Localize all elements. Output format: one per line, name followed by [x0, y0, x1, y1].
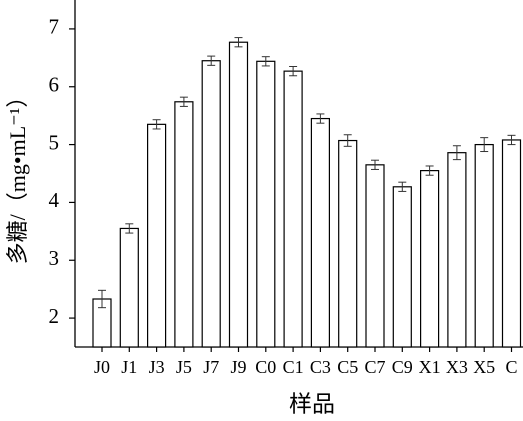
x-tick-label: J5	[176, 357, 192, 377]
bar	[501, 139, 522, 348]
error-bar	[371, 159, 379, 170]
bar	[310, 117, 330, 348]
bar	[447, 152, 467, 348]
x-tick-label: J7	[203, 357, 219, 377]
error-bar	[507, 134, 516, 146]
bar	[256, 60, 276, 348]
y-tick-label: 6	[49, 73, 60, 97]
error-bar	[343, 134, 352, 147]
y-tick-label: 4	[49, 188, 60, 212]
x-tick-label: J3	[149, 357, 165, 377]
error-bar	[207, 55, 216, 66]
bar	[119, 227, 139, 348]
bar	[174, 101, 194, 348]
error-bar	[125, 223, 134, 234]
y-tick-label: 2	[49, 304, 60, 328]
x-tick-label: C	[505, 357, 517, 377]
error-bar	[289, 66, 298, 77]
x-tick-label: C1	[283, 357, 304, 377]
bar	[392, 186, 412, 348]
x-tick-label: J1	[121, 357, 137, 377]
error-bar	[452, 145, 461, 161]
y-tick-label: 7	[49, 15, 60, 39]
bar	[338, 139, 358, 348]
bar	[283, 70, 303, 348]
error-bar	[261, 56, 270, 67]
bar	[201, 60, 221, 348]
x-tick-label: C5	[337, 357, 358, 377]
x-tick-label: X5	[473, 357, 495, 377]
error-bar	[234, 37, 243, 48]
x-tick-label: C3	[310, 357, 331, 377]
y-tick-label: 3	[49, 246, 60, 270]
x-tick-label: J9	[230, 357, 246, 377]
x-tick-label: C9	[392, 357, 413, 377]
y-axis-label: 多糖/（mg•mL⁻¹）	[5, 86, 30, 265]
x-tick-label: J0	[94, 357, 110, 377]
bar	[365, 164, 385, 348]
error-bar	[398, 181, 407, 192]
error-bar	[316, 113, 325, 124]
y-tick-label: 5	[49, 130, 60, 154]
bar	[228, 41, 249, 348]
x-tick-label: C7	[364, 357, 385, 377]
x-tick-label: X3	[446, 357, 468, 377]
error-bar	[179, 96, 188, 107]
error-bar	[480, 137, 489, 153]
x-tick-label: X1	[419, 357, 441, 377]
bar	[420, 170, 440, 348]
bar	[147, 123, 167, 348]
x-axis-label: 样品	[289, 391, 335, 416]
error-bar	[152, 119, 161, 130]
error-bar	[98, 289, 106, 309]
x-tick-label: C0	[255, 357, 276, 377]
error-bar	[425, 165, 434, 176]
bar	[474, 143, 494, 348]
